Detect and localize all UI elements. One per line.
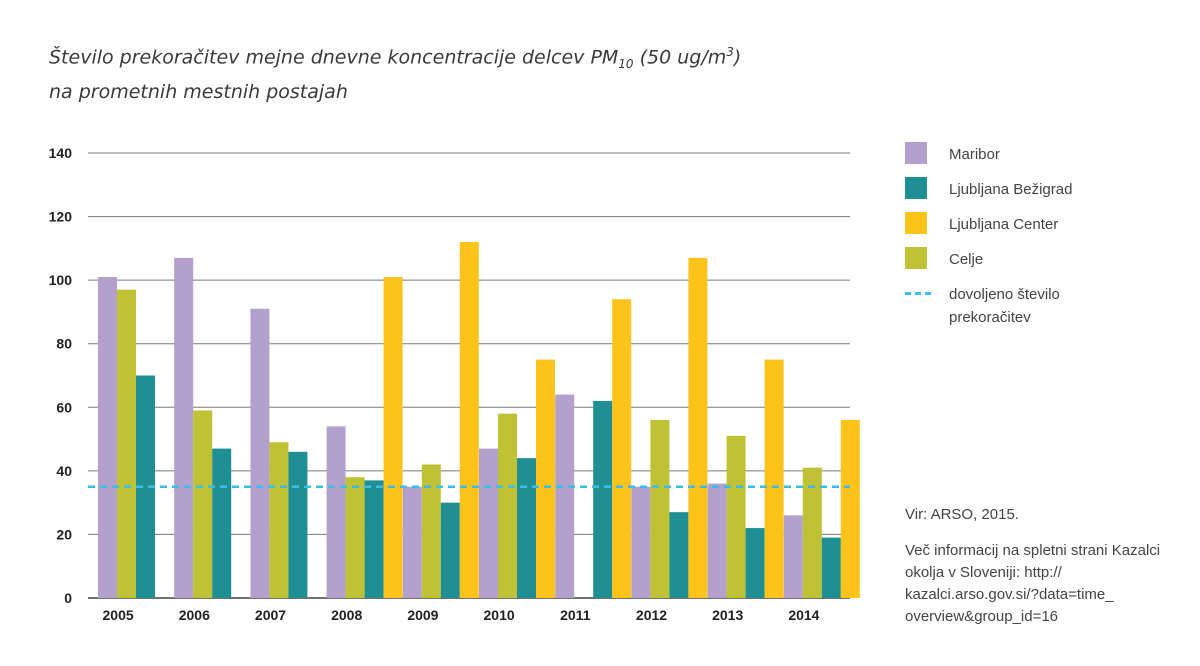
- legend-swatch-maribor: [905, 142, 927, 164]
- y-tick-label: 80: [56, 336, 72, 352]
- x-tick-label: 2014: [788, 607, 819, 623]
- x-tick-label: 2007: [255, 607, 286, 623]
- bar-ljubljana-center-2011: [612, 299, 632, 598]
- bar-ljubljana-be-igrad-2008: [364, 480, 384, 598]
- legend-label-celje: Celje: [949, 251, 984, 268]
- legend-label-limit: dovoljeno število prekoračitev: [949, 286, 1060, 326]
- legend-swatch-ljubljana-bezigrad: [905, 177, 927, 199]
- bar-maribor-2014: [783, 515, 803, 598]
- legend-swatch-limit: [905, 292, 931, 298]
- x-tick-label: 2009: [407, 607, 438, 623]
- legend-item-maribor: Maribor: [905, 140, 1165, 168]
- y-tick-label: 20: [56, 526, 72, 542]
- y-tick-label: 40: [56, 463, 72, 479]
- bar-celje-2009: [421, 464, 441, 598]
- title-line-1: Število prekoračitev mejne dnevne koncen…: [49, 38, 741, 78]
- x-tick-label: 2011: [560, 607, 591, 623]
- x-tick-label: 2013: [712, 607, 743, 623]
- bar-ljubljana-be-igrad-2012: [669, 512, 689, 598]
- x-tick-label: 2012: [636, 607, 667, 623]
- bar-ljubljana-center-2014: [840, 420, 860, 598]
- x-tick-label: 2006: [179, 607, 210, 623]
- bar-ljubljana-be-igrad-2009: [440, 502, 460, 598]
- y-tick-label: 100: [49, 272, 73, 288]
- bar-maribor-2005: [98, 276, 117, 598]
- bar-ljubljana-be-igrad-2013: [745, 528, 765, 598]
- bar-maribor-2007: [250, 308, 270, 598]
- notes: Vir: ARSO, 2015. Več informacij na splet…: [905, 504, 1165, 628]
- bar-maribor-2013: [707, 483, 727, 598]
- source-note: Vir: ARSO, 2015.: [905, 506, 1019, 523]
- y-tick-label: 60: [56, 399, 72, 415]
- bar-ljubljana-be-igrad-2011: [593, 400, 613, 598]
- bar-ljubljana-center-2009: [459, 242, 479, 598]
- bar-ljubljana-center-2013: [764, 359, 784, 598]
- bar-ljubljana-be-igrad-2006: [212, 448, 232, 598]
- legend-label-ljubljana-bezigrad: Ljubljana Bežigrad: [949, 181, 1073, 198]
- more-info-note: Več informacij na spletni strani Kazalci…: [905, 542, 1161, 625]
- bar-celje-2006: [193, 410, 213, 598]
- bar-chart: 0 20 40 60 80 100 120 140 2005 2006 2007 2008 2009 20…: [49, 145, 860, 623]
- title-unit: (50 ug/m: [633, 46, 727, 69]
- legend-swatch-celje: [905, 247, 927, 269]
- legend-label-maribor: Maribor: [949, 146, 1000, 163]
- bar-ljubljana-center-2012: [688, 257, 708, 598]
- title-superscript: 3: [726, 45, 734, 59]
- bar-celje-2005: [117, 289, 136, 598]
- legend-item-limit: dovoljeno število prekoračitev: [905, 280, 1165, 330]
- bar-ljubljana-be-igrad-2005: [136, 375, 155, 598]
- title-line-2: na prometnih mestnih postajah: [49, 81, 348, 104]
- y-tick-label: 120: [49, 209, 73, 225]
- bar-ljubljana-center-2008: [383, 276, 403, 598]
- title-close: ): [733, 46, 742, 69]
- bar-maribor-2012: [631, 486, 651, 598]
- bar-maribor-2006: [174, 257, 194, 598]
- legend-label-ljubljana-center: Ljubljana Center: [949, 216, 1059, 233]
- bar-celje-2014: [802, 467, 822, 598]
- chart-title: Število prekoračitev mejne dnevne koncen…: [49, 38, 741, 106]
- bar-maribor-2011: [555, 394, 575, 598]
- legend-item-ljubljana-center: Ljubljana Center: [905, 210, 1165, 238]
- bar-maribor-2008: [326, 426, 346, 598]
- bar-celje-2008: [345, 477, 365, 598]
- legend-item-celje: Celje: [905, 245, 1165, 273]
- bar-ljubljana-be-igrad-2010: [517, 458, 536, 598]
- bar-maribor-2010: [479, 448, 498, 598]
- legend-swatch-ljubljana-center: [905, 212, 927, 234]
- bar-ljubljana-center-2010: [536, 359, 555, 598]
- y-tick-label: 140: [49, 145, 73, 161]
- bar-ljubljana-be-igrad-2007: [288, 451, 308, 598]
- bar-celje-2013: [726, 435, 746, 598]
- bar-celje-2012: [650, 420, 670, 598]
- x-tick-label: 2005: [103, 607, 134, 623]
- legend-item-ljubljana-bezigrad: Ljubljana Bežigrad: [905, 175, 1165, 203]
- x-tick-label: 2008: [331, 607, 362, 623]
- bar-celje-2007: [269, 442, 289, 598]
- title-text: Število prekoračitev mejne dnevne koncen…: [49, 46, 619, 69]
- y-tick-label: 0: [64, 590, 72, 606]
- bar-ljubljana-be-igrad-2014: [821, 537, 841, 598]
- bar-maribor-2009: [402, 486, 422, 598]
- title-subscript: 10: [618, 57, 634, 72]
- bar-celje-2010: [498, 413, 517, 598]
- x-tick-label: 2010: [484, 607, 515, 623]
